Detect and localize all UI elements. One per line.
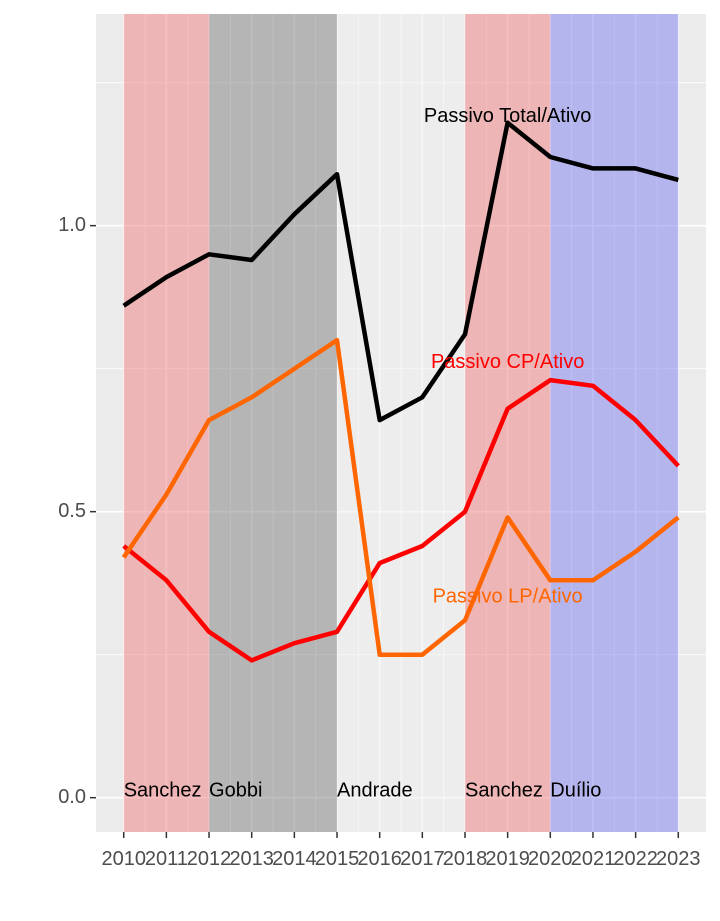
x-tick-label: 2022 xyxy=(613,848,658,870)
series-lines xyxy=(121,120,680,663)
x-tick-label: 2020 xyxy=(528,848,573,870)
period-band-5 xyxy=(550,14,679,832)
period-label-4: Sanchez xyxy=(465,780,543,802)
period-labels: Sanchez Gobbi Andrade Sanchez Duílio xyxy=(124,780,602,802)
x-tick-label: 2023 xyxy=(656,848,701,870)
y-tick-label: 1.0 xyxy=(58,214,86,236)
x-tick-label: 2021 xyxy=(571,848,616,870)
x-tick-label: 2017 xyxy=(400,848,445,870)
x-tick-label: 2013 xyxy=(229,848,274,870)
series-label-2: Passivo CP/Ativo xyxy=(431,351,584,373)
period-label-2: Gobbi xyxy=(209,780,262,802)
series-line-1 xyxy=(122,120,679,423)
x-tick-label: 2016 xyxy=(357,848,402,870)
series-label-3: Passivo LP/Ativo xyxy=(433,586,583,608)
series-label-1: Passivo Total/Ativo xyxy=(424,105,592,127)
axes: 0.00.51.02010201120122013201420152016201… xyxy=(58,214,700,870)
series-labels: Passivo Total/Ativo Passivo CP/Ativo Passi… xyxy=(424,105,592,608)
period-label-3: Andrade xyxy=(337,780,413,802)
period-label-1: Sanchez xyxy=(124,780,202,802)
y-tick-label: 0.5 xyxy=(58,500,86,522)
x-tick-label: 2010 xyxy=(101,848,146,870)
period-label-5: Duílio xyxy=(550,780,601,802)
period-band-3 xyxy=(337,14,465,832)
y-tick-label: 0.0 xyxy=(58,786,86,808)
x-tick-label: 2014 xyxy=(272,848,317,870)
x-tick-label: 2018 xyxy=(443,848,488,870)
series-line-2 xyxy=(122,377,680,663)
x-tick-label: 2011 xyxy=(145,848,188,870)
period-band-2 xyxy=(209,14,338,832)
period-band-4 xyxy=(464,14,551,832)
series-line-3 xyxy=(121,337,680,657)
x-tick-label: 2012 xyxy=(187,848,232,870)
period-bands xyxy=(123,14,679,832)
period-band-1 xyxy=(123,14,210,832)
x-tick-label: 2015 xyxy=(315,848,360,870)
x-tick-label: 2019 xyxy=(485,848,530,870)
